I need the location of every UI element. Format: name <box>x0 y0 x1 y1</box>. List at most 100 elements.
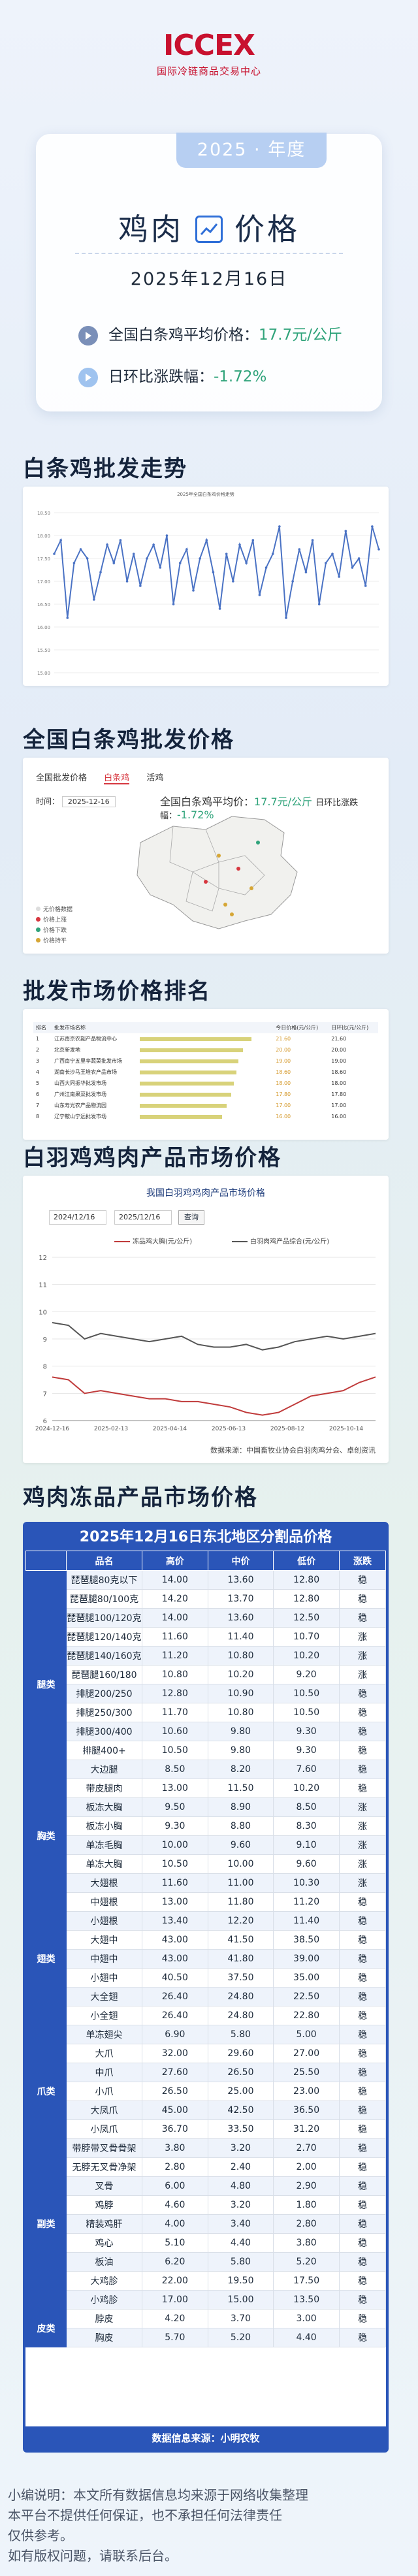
category-cell: 皮类 <box>25 2309 67 2347</box>
mid-cell: 11.50 <box>207 1779 274 1798</box>
mid-cell: 29.60 <box>207 2044 274 2063</box>
low-cell: 27.00 <box>273 2044 340 2063</box>
time-label: 时间： <box>36 797 60 806</box>
mid-cell: 25.00 <box>207 2082 274 2101</box>
low-cell: 10.50 <box>273 1703 340 1722</box>
high-cell: 4.00 <box>142 2214 208 2234</box>
low-cell: 8.50 <box>273 1797 340 1817</box>
y-tick-label: 6 <box>43 1418 47 1425</box>
header-category <box>25 1551 67 1571</box>
high-cell: 36.70 <box>142 2119 208 2139</box>
whitefeather-source: 数据来源：中国畜牧业协会白羽肉鸡分会、卓创资讯 <box>210 1446 376 1455</box>
header-mid: 中价 <box>207 1551 274 1571</box>
market-name: 北京新发地 <box>54 1047 80 1053</box>
trend-point <box>66 617 69 619</box>
trend-point <box>298 548 301 551</box>
price-cell: 16.00 <box>276 1114 291 1119</box>
divider <box>75 253 343 254</box>
name-cell: 单冻翅尖 <box>66 2025 142 2044</box>
y-tick-label: 10 <box>39 1309 47 1316</box>
market-name: 湖南长沙马王堆农产品市场 <box>54 1069 117 1075</box>
y-tick-label: 7 <box>43 1391 47 1398</box>
legend-item: 价格持平 <box>36 936 72 946</box>
header-high: 高价 <box>142 1551 208 1571</box>
high-cell: 11.20 <box>142 1646 208 1666</box>
high-cell: 10.00 <box>142 1835 208 1855</box>
date-to-input[interactable]: 2025/12/16 <box>114 1210 172 1225</box>
trend-cell: 涨 <box>338 1854 387 1874</box>
trend-cell: 稳 <box>338 1779 387 1798</box>
high-cell: 5.10 <box>142 2233 208 2253</box>
trend-cell: 涨 <box>338 1835 387 1855</box>
table-row: 排腿200/250 12.80 10.90 10.50 稳 <box>26 1684 387 1703</box>
table-row: 中爪 27.60 26.50 25.50 稳 <box>26 2063 387 2082</box>
play-bullet-icon <box>78 325 98 346</box>
title-right: 价格 <box>234 212 300 247</box>
name-cell: 单冻大胸 <box>66 1854 142 1874</box>
trend-point <box>185 548 188 551</box>
name-cell: 琵琶腿160/180 <box>66 1665 142 1684</box>
low-cell: 9.30 <box>273 1741 340 1760</box>
change-label: 日环比涨跌幅： <box>108 368 214 385</box>
name-cell: 大鸡胗 <box>66 2271 142 2291</box>
summary-change-value: -1.72% <box>177 809 214 821</box>
legend-item: 价格上涨 <box>36 915 72 926</box>
map-legend: 无价格数据 价格上涨 价格下跌 价格持平 <box>36 905 72 946</box>
tab-live-chicken[interactable]: 活鸡 <box>146 773 164 783</box>
low-cell: 23.00 <box>273 2082 340 2101</box>
mid-cell: 37.50 <box>207 1968 274 1988</box>
low-cell: 2.80 <box>273 2214 340 2234</box>
table-row: 琵琶腿80/100克 14.20 13.70 12.80 稳 <box>26 1589 387 1609</box>
change-cell: 20.00 <box>331 1047 347 1053</box>
tab-white-chicken[interactable]: 白条鸡 <box>104 771 130 784</box>
legend-item-composite: 白羽肉鸡产品综合(元/公斤) <box>232 1236 329 1246</box>
table-row: 腿类 琵琶腿80克以下 14.00 13.60 12.80 稳 <box>25 1570 387 1798</box>
table-row: 小翅根 13.40 12.20 11.40 稳 <box>26 1911 387 1931</box>
price-cell: 19.00 <box>276 1058 291 1064</box>
market-name: 广州江南果菜批发市场 <box>54 1091 106 1097</box>
table-row: 叉骨 6.00 4.80 2.90 稳 <box>26 2176 387 2196</box>
name-cell: 叉骨 <box>66 2176 142 2196</box>
low-cell: 3.00 <box>273 2309 340 2328</box>
trend-cell: 稳 <box>338 2252 387 2272</box>
low-cell: 22.80 <box>273 2006 340 2025</box>
trend-point <box>325 562 327 564</box>
price-cell: 17.80 <box>276 1091 291 1097</box>
table-row: 排腿400+ 10.50 9.80 9.30 稳 <box>26 1741 387 1760</box>
name-cell: 大翅根 <box>66 1873 142 1893</box>
mid-cell: 13.70 <box>207 1589 274 1609</box>
trend-point <box>238 543 241 546</box>
trend-cell: 稳 <box>338 2138 387 2158</box>
table-row: 鸡脖 4.60 3.20 1.80 稳 <box>26 2195 387 2215</box>
bar-cell <box>137 1044 274 1055</box>
query-button[interactable]: 查询 <box>178 1210 204 1225</box>
date-from-input[interactable]: 2024/12/16 <box>49 1210 106 1225</box>
name-cell: 中爪 <box>66 2063 142 2082</box>
tab-national[interactable]: 全国批发价格 <box>36 773 88 783</box>
mid-cell: 19.50 <box>207 2271 274 2291</box>
footer-line: 仅供参考。 <box>8 2528 73 2543</box>
section-title-frozen: 鸡肉冻品产品市场价格 <box>23 1485 258 1511</box>
trend-cell: 稳 <box>338 1570 387 1590</box>
section-title-whitefeather: 白羽鸡鸡肉产品市场价格 <box>23 1145 281 1171</box>
high-cell: 11.60 <box>142 1627 208 1647</box>
name-cell: 精装鸡肝 <box>66 2214 142 2234</box>
table-row: 板冻小胸 9.30 8.80 8.30 涨 <box>26 1816 387 1836</box>
table-row: 小鸡胗 17.00 15.00 13.50 稳 <box>26 2290 387 2310</box>
name-cell: 琵琶腿120/140克 <box>66 1627 142 1647</box>
high-cell: 3.80 <box>142 2138 208 2158</box>
mid-cell: 8.20 <box>207 1760 274 1779</box>
table-row: 精装鸡肝 4.00 3.40 2.80 稳 <box>26 2214 387 2234</box>
mid-cell: 9.60 <box>207 1835 274 1855</box>
low-cell: 2.90 <box>273 2176 340 2196</box>
table-row: 单冻翅尖 6.90 5.80 5.00 稳 <box>26 2025 387 2044</box>
table-row: 单冻毛胸 10.00 9.60 9.10 涨 <box>26 1835 387 1855</box>
trend-cell: 稳 <box>338 2195 387 2215</box>
trend-point <box>232 580 234 583</box>
mid-cell: 15.00 <box>207 2290 274 2310</box>
low-cell: 2.70 <box>273 2138 340 2158</box>
header-name: 品名 <box>66 1551 142 1571</box>
trend-cell: 稳 <box>338 2214 387 2234</box>
name-cell: 大全翅 <box>66 1987 142 2006</box>
date-picker[interactable]: 2025-12-16 <box>61 796 116 807</box>
